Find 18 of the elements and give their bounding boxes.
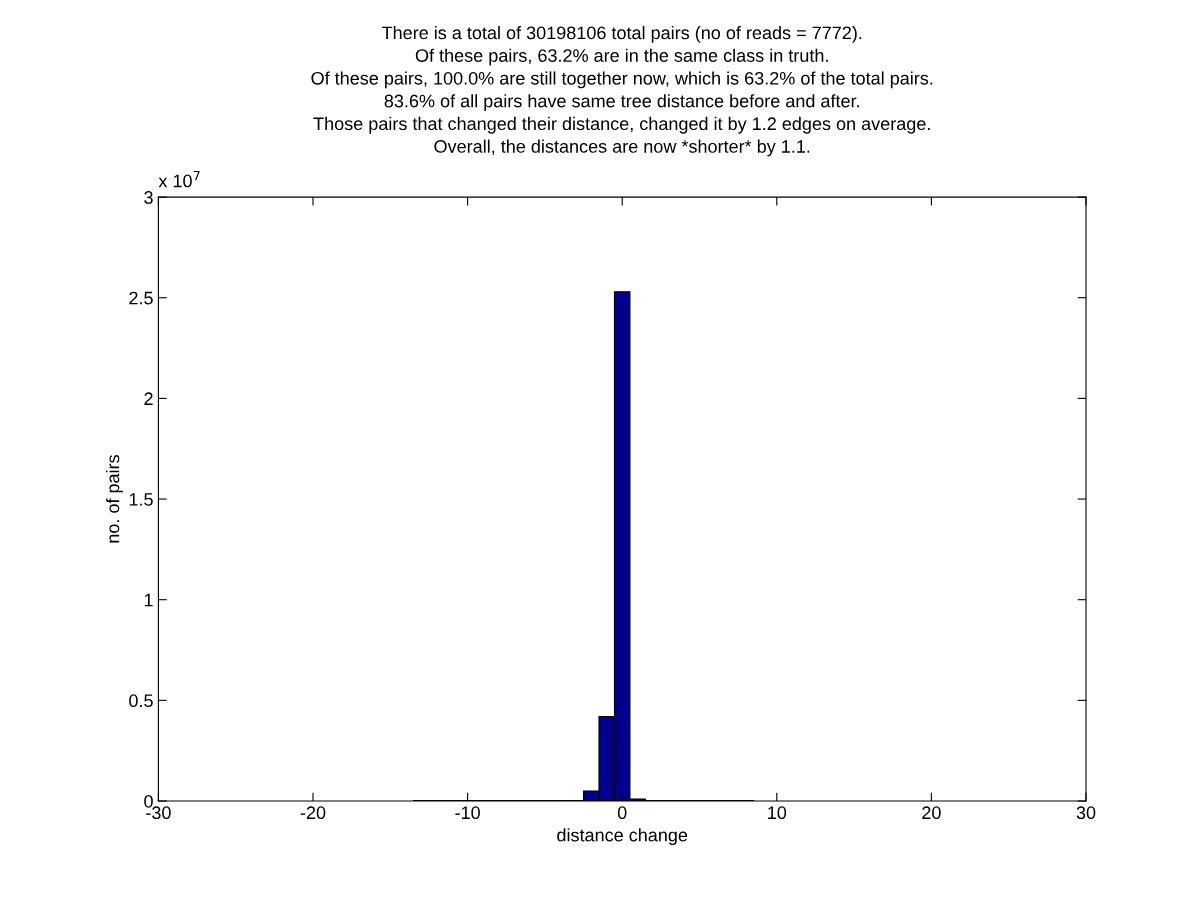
x-tick-label: 10 <box>768 806 787 820</box>
x-tick-label: 0 <box>617 806 627 820</box>
y-tick-label: 0.5 <box>129 694 153 708</box>
x-tick-label: -10 <box>455 806 480 820</box>
x-tick-label: 20 <box>922 806 941 820</box>
x-tick-label: -30 <box>146 806 171 820</box>
y-axis-title: no. of pairs <box>106 455 123 543</box>
y-tick-label: 3 <box>144 191 153 204</box>
y-tick-label: 1.5 <box>129 493 153 506</box>
x-tick-label: -20 <box>300 806 326 820</box>
text: x 10$^{7}$ <box>158 171 200 188</box>
x-tick-label: 30 <box>1076 806 1096 820</box>
y-tick-label: 1 <box>144 593 153 607</box>
chart-title: There is a total of 30198106 total pairs (no of reads = 7772). Of these pairs, 63.2% are in the same class in truth. Of these pairs, 100.0% are still together now, which is 63.2% of the total pairs. 83.6% of all pairs have same tree distance before and after. Those pairs that changed their distance, changed it by 1.2 edges on average. Overall, the distances are now *shorter* by 1.1. <box>311 25 933 157</box>
y-tick-label: 2.5 <box>129 291 153 305</box>
y-tick-label: 0 <box>144 794 153 808</box>
y-tick-label: 2 <box>144 392 153 405</box>
x-axis-title: distance change <box>557 828 688 846</box>
